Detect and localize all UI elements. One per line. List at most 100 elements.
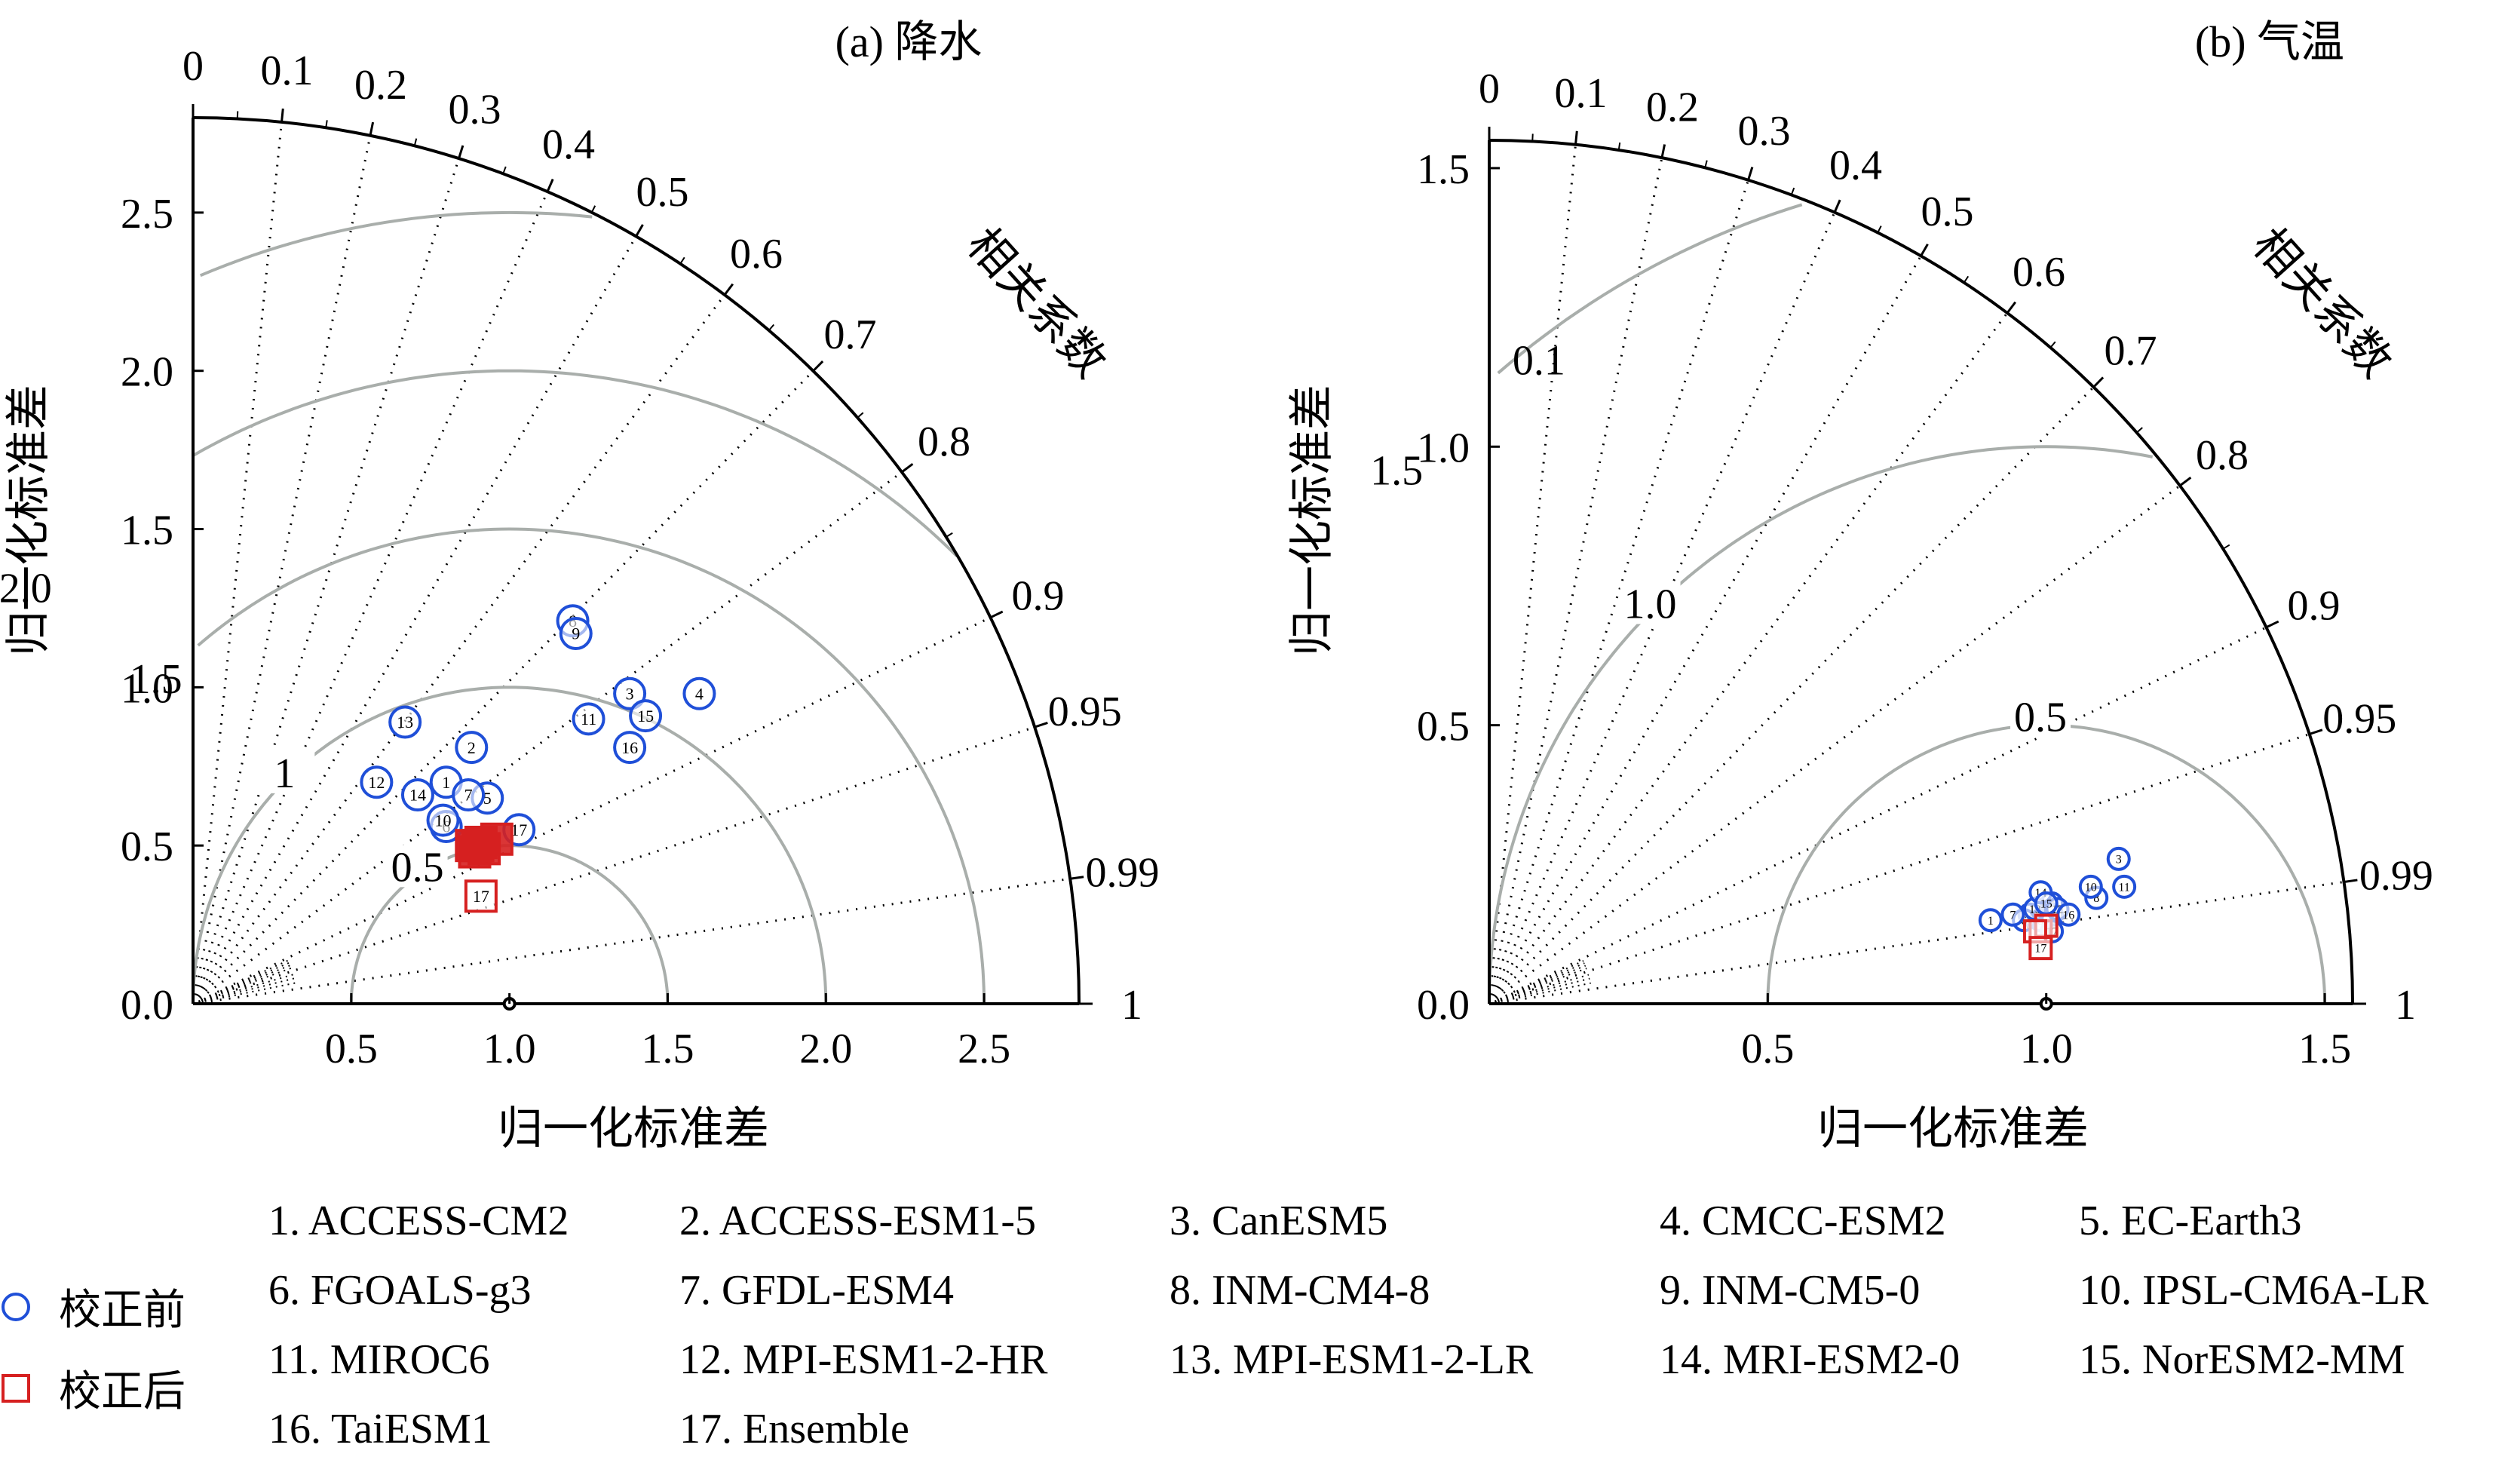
rms-label-bg: [1620, 581, 1681, 624]
model-item: 4. CMCC-ESM2: [1660, 1198, 1946, 1244]
rms-label-bg: [2010, 695, 2071, 738]
before-marker: [360, 765, 394, 799]
x-tick-label: 2.5: [958, 1026, 1010, 1072]
corr-tick: [2179, 477, 2192, 487]
correlation-ray: [1488, 179, 1749, 1005]
before-marker: [613, 731, 647, 765]
before-marker-label: 12: [368, 773, 385, 792]
before-marker-label: 16: [2062, 909, 2074, 922]
corr-tick: [723, 283, 734, 296]
corr-tick: [1070, 876, 1084, 880]
x-tick-label: 1.0: [2020, 1026, 2073, 1072]
corr-tick-label: 0.2: [1646, 84, 1699, 131]
corr-tick-label: 0.7: [2105, 327, 2157, 374]
corr-tick-minor: [1963, 275, 1970, 284]
model-item: 7. GFDL-ESM4: [679, 1267, 955, 1314]
outer-arc: [192, 116, 1081, 1005]
before-marker-label: 7: [464, 786, 473, 805]
corr-tick-minor: [946, 532, 953, 538]
correlation-ray-minor: [192, 959, 290, 1005]
corr-tick-label: 0.4: [1829, 142, 1882, 189]
model-item: 3. CanESM5: [1170, 1198, 1388, 1244]
correlation-ray: [192, 121, 283, 1005]
before-marker-label: 11: [2118, 881, 2129, 894]
corr-tick-minor: [1877, 225, 1882, 233]
model-item: 9. INM-CM5-0: [1660, 1267, 1921, 1314]
rms-label: 1.5: [130, 656, 182, 703]
before-marker-label: 10: [435, 811, 452, 830]
x-tick-label: 1.5: [641, 1026, 694, 1072]
correlation-ray-minor: [192, 966, 293, 1005]
corr-tick: [2092, 376, 2105, 388]
before-marker: [400, 778, 434, 812]
corr-tick-label: 0.3: [1738, 108, 1791, 155]
corr-tick-minor: [2049, 341, 2056, 348]
before-marker: [388, 705, 422, 739]
correlation-ray: [1488, 312, 2009, 1005]
corr-tick-label: 0.6: [2013, 249, 2065, 296]
rms-label: 1.5: [1370, 447, 1423, 494]
x-axis-label: 归一化标准差: [1817, 1104, 2089, 1154]
corr-tick: [281, 108, 284, 123]
correlation-ray: [1488, 484, 2181, 1005]
corr-tick-label: 0.95: [1048, 689, 1122, 735]
before-marker: [452, 778, 486, 812]
model-item: 17. Ensemble: [679, 1406, 909, 1452]
rms-contour: [192, 686, 828, 1005]
rms-label: 1: [274, 750, 295, 797]
before-marker-label: 1: [442, 773, 450, 792]
rms-contour: [1766, 723, 2327, 1005]
corr-tick: [458, 145, 464, 159]
legend-before: 校正前: [2, 1276, 185, 1337]
rms-label: 0.5: [2014, 695, 2067, 741]
corr-tick-label: 0.9: [1012, 572, 1065, 619]
corr-tick-label: 0.8: [2196, 432, 2249, 479]
legend-before-label: 校正前: [59, 1287, 185, 1334]
y-tick-label: 0.5: [121, 824, 173, 870]
model-item: 11. MIROC6: [268, 1336, 490, 1383]
model-item: 8. INM-CM4-8: [1170, 1267, 1430, 1314]
rms-label-bg: [0, 566, 56, 609]
before-marker-label: 15: [2040, 898, 2052, 911]
corr-tick-minor: [1704, 160, 1708, 168]
before-marker-label: 14: [409, 786, 426, 805]
before-marker: [2112, 874, 2137, 899]
model-item: 16. TaiESM1: [268, 1406, 492, 1452]
before-marker: [2000, 902, 2025, 927]
model-item: 15. NorESM2-MM: [2079, 1336, 2405, 1383]
corr-tick-minor: [679, 256, 685, 265]
corr-tick: [2006, 301, 2017, 314]
before-marker-label: 8: [2093, 892, 2099, 905]
before-marker-label: 7: [2010, 909, 2016, 922]
correlation-ray-minor: [1488, 965, 1586, 1005]
corr-tick-label: 0.1: [1555, 70, 1608, 117]
correlation-axis-label: 相关系数: [958, 219, 1116, 387]
corr-tick-label: 0.99: [1086, 849, 1160, 896]
corr-tick-minor: [1617, 142, 1621, 151]
before-marker-label: 5: [483, 789, 492, 808]
corr-tick: [546, 178, 554, 192]
after-marker: [480, 822, 514, 856]
y-tick-label: 0.5: [1417, 704, 1470, 750]
panel-title: (a) 降水: [835, 17, 983, 66]
before-marker: [426, 803, 460, 837]
x-tick-label: 1.0: [483, 1026, 536, 1072]
model-item: 1. ACCESS-CM2: [268, 1198, 569, 1244]
before-marker-label: 15: [637, 707, 654, 725]
rms-contour: [197, 527, 986, 1005]
rms-label-bg: [254, 750, 315, 793]
circle-marker-icon: [2, 1292, 30, 1321]
after-marker: [464, 879, 498, 913]
before-marker-label: 1: [1988, 915, 1994, 928]
y-axis-label: 归一化标准差: [1287, 385, 1337, 656]
y-axis-label: 归一化标准差: [4, 385, 54, 656]
correlation-axis-label: 相关系数: [2243, 219, 2402, 387]
before-marker-label: 11: [581, 710, 596, 728]
correlation-ray-minor: [192, 973, 296, 1005]
corr-tick-minor: [768, 324, 775, 331]
corr-tick-label: 0: [182, 43, 204, 90]
rms-contour: [192, 369, 958, 557]
correlation-ray-minor: [1488, 960, 1584, 1005]
corr-tick-label: 0.95: [2322, 696, 2396, 743]
